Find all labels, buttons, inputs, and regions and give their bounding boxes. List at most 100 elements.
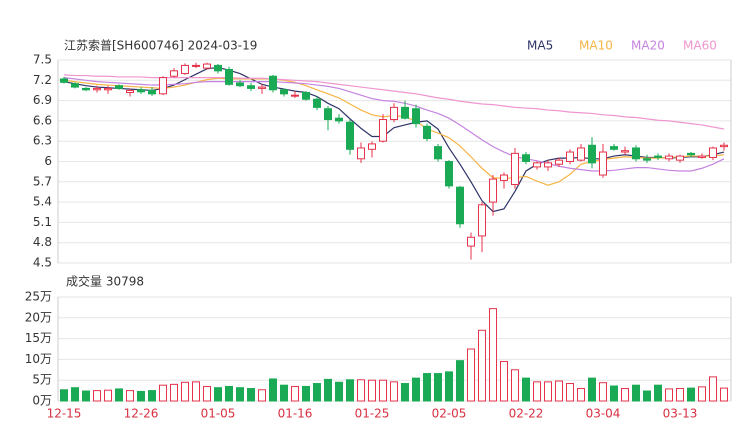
candle-body [71, 83, 79, 88]
candle-body [225, 68, 233, 85]
candle-body [379, 119, 387, 142]
volume-title: 成交量 30798 [66, 274, 144, 289]
volume-bar [687, 387, 695, 402]
chart-title: 江苏索普[SH600746] 2024-03-19 [64, 39, 257, 53]
volume-bar [698, 386, 706, 402]
volume-bar [720, 387, 728, 402]
candle-body [412, 108, 420, 125]
candle-body [159, 77, 167, 95]
candle-body [467, 236, 475, 247]
volume-bar [346, 379, 354, 402]
candle-body [93, 87, 101, 91]
candle-body [302, 91, 310, 100]
x-tick-label: 01-16 [278, 407, 313, 421]
volume-bar [588, 377, 596, 402]
volume-bar [368, 379, 376, 402]
legend-entry: MA60 [683, 39, 717, 53]
candle-body [192, 64, 200, 67]
y-tick-label: 5.1 [33, 215, 52, 229]
candle-body [357, 147, 365, 160]
volume-bar [467, 348, 475, 402]
volume-bar [412, 377, 420, 402]
candle-body [346, 121, 354, 150]
volume-bar [335, 381, 343, 402]
candle-body [170, 70, 178, 77]
volume-bar [148, 390, 156, 402]
volume-bar [203, 385, 211, 402]
volume-bar [555, 380, 563, 402]
volume-bar [324, 378, 332, 402]
ma-line [63, 66, 725, 213]
volume-bar [170, 383, 178, 402]
candle-body [456, 186, 464, 225]
volume-bar [665, 388, 673, 402]
volume-bar [181, 381, 189, 402]
volume-bar [632, 384, 640, 402]
candle-body [555, 159, 563, 165]
candle-body [423, 125, 431, 139]
candle-body [522, 154, 530, 163]
volume-bar [93, 390, 101, 402]
volume-bar [709, 376, 717, 402]
y-tick-label: 4.5 [33, 256, 52, 270]
volume-bar [60, 389, 68, 402]
candle-body [115, 85, 123, 89]
legend-entry: MA10 [579, 39, 613, 53]
y-tick-label: 6.9 [33, 93, 52, 107]
volume-bar [225, 385, 233, 402]
volume-bar [247, 388, 255, 402]
volume-bar [511, 369, 519, 402]
candle-body [698, 155, 706, 158]
y-tick-label: 10万 [25, 352, 52, 366]
volume-bar [577, 388, 585, 402]
volume-bar [489, 308, 497, 402]
candle-body [126, 89, 134, 93]
candle-body [280, 89, 288, 95]
candle-body [500, 174, 508, 181]
candle-body [445, 161, 453, 187]
x-tick-label: 01-25 [355, 407, 390, 421]
candle-body [489, 178, 497, 203]
volume-bar [610, 385, 618, 402]
candle-body [60, 78, 68, 83]
candle-body [214, 64, 222, 72]
candle-body [621, 150, 629, 153]
candle-body [368, 143, 376, 150]
volume-bar [313, 383, 321, 402]
volume-bar [214, 387, 222, 402]
legend-entry: MA5 [527, 39, 553, 53]
volume-bar [280, 384, 288, 402]
volume-bar [291, 385, 299, 402]
y-tick-label: 5.4 [33, 195, 52, 209]
x-tick-label: 03-04 [586, 407, 621, 421]
candle-body [511, 152, 519, 186]
volume-bar [676, 388, 684, 402]
candle-body [181, 64, 189, 75]
y-tick-label: 5万 [32, 373, 52, 387]
y-tick-label: 6 [44, 154, 52, 168]
volume-bar [456, 360, 464, 402]
candle-body [577, 147, 585, 161]
volume-bar [126, 390, 134, 402]
volume-bar [423, 373, 431, 402]
volume-bar [104, 389, 112, 402]
volume-bar [302, 385, 310, 402]
volume-bar [566, 383, 574, 402]
y-tick-label: 25万 [25, 290, 52, 304]
candle-body [390, 106, 398, 121]
y-tick-label: 6.6 [33, 113, 52, 127]
x-tick-label: 02-05 [432, 407, 467, 421]
candle-body [335, 117, 343, 122]
volume-bar [390, 381, 398, 402]
volume-bar [71, 387, 79, 402]
y-tick-label: 7.5 [33, 53, 52, 67]
y-tick-label: 15万 [25, 331, 52, 345]
candle-body [324, 108, 332, 121]
candle-body [709, 147, 717, 158]
candle-body [291, 94, 299, 97]
candle-body [137, 89, 145, 93]
candle-body [665, 155, 673, 160]
volume-bar [82, 390, 90, 402]
candle-body [610, 146, 618, 150]
